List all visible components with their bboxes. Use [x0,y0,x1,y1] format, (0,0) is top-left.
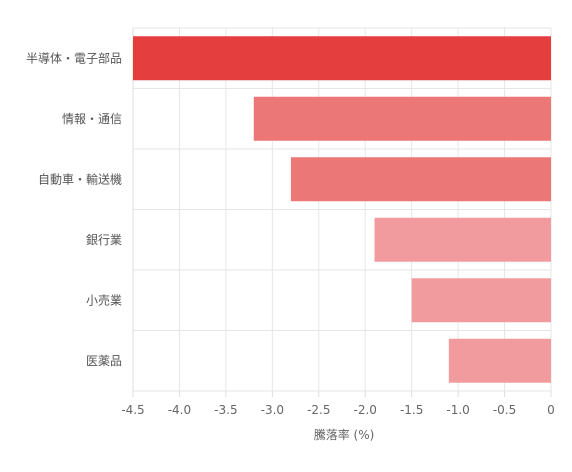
grid-lines [132,27,552,397]
bar[interactable] [411,278,551,323]
category-label: 医薬品 [86,354,122,368]
category-label: 半導体・電子部品 [26,50,122,65]
bar[interactable] [133,36,551,81]
x-tick-label: -2.0 [354,403,377,417]
category-label: 自動車・輸送機 [38,171,122,186]
x-tick-label: -4.0 [168,403,191,417]
category-label: 情報・通信 [62,112,122,126]
x-axis-title: 騰落率 (%) [314,427,375,442]
x-tick-label: -1.0 [446,403,469,417]
category-label: 銀行業 [86,233,122,247]
bar[interactable] [448,338,551,383]
category-label: 小売業 [86,292,122,307]
bars [133,36,551,383]
x-tick-label: 0 [547,403,555,417]
x-tick-labels: -4.5 -4.0 -3.5 -3.0 -2.5 -2.0 -1.5 -1.0 -0.5 0 [121,403,555,417]
bar[interactable] [290,157,551,202]
x-tick-label: -1.5 [400,403,423,417]
bar[interactable] [374,217,551,262]
x-tick-label: -3.5 [214,403,237,417]
x-tick-label: -4.5 [121,403,144,417]
bar[interactable] [253,96,551,141]
x-tick-label: -3.0 [261,403,284,417]
x-tick-label: -2.5 [307,403,330,417]
x-tick-label: -0.5 [493,403,516,417]
